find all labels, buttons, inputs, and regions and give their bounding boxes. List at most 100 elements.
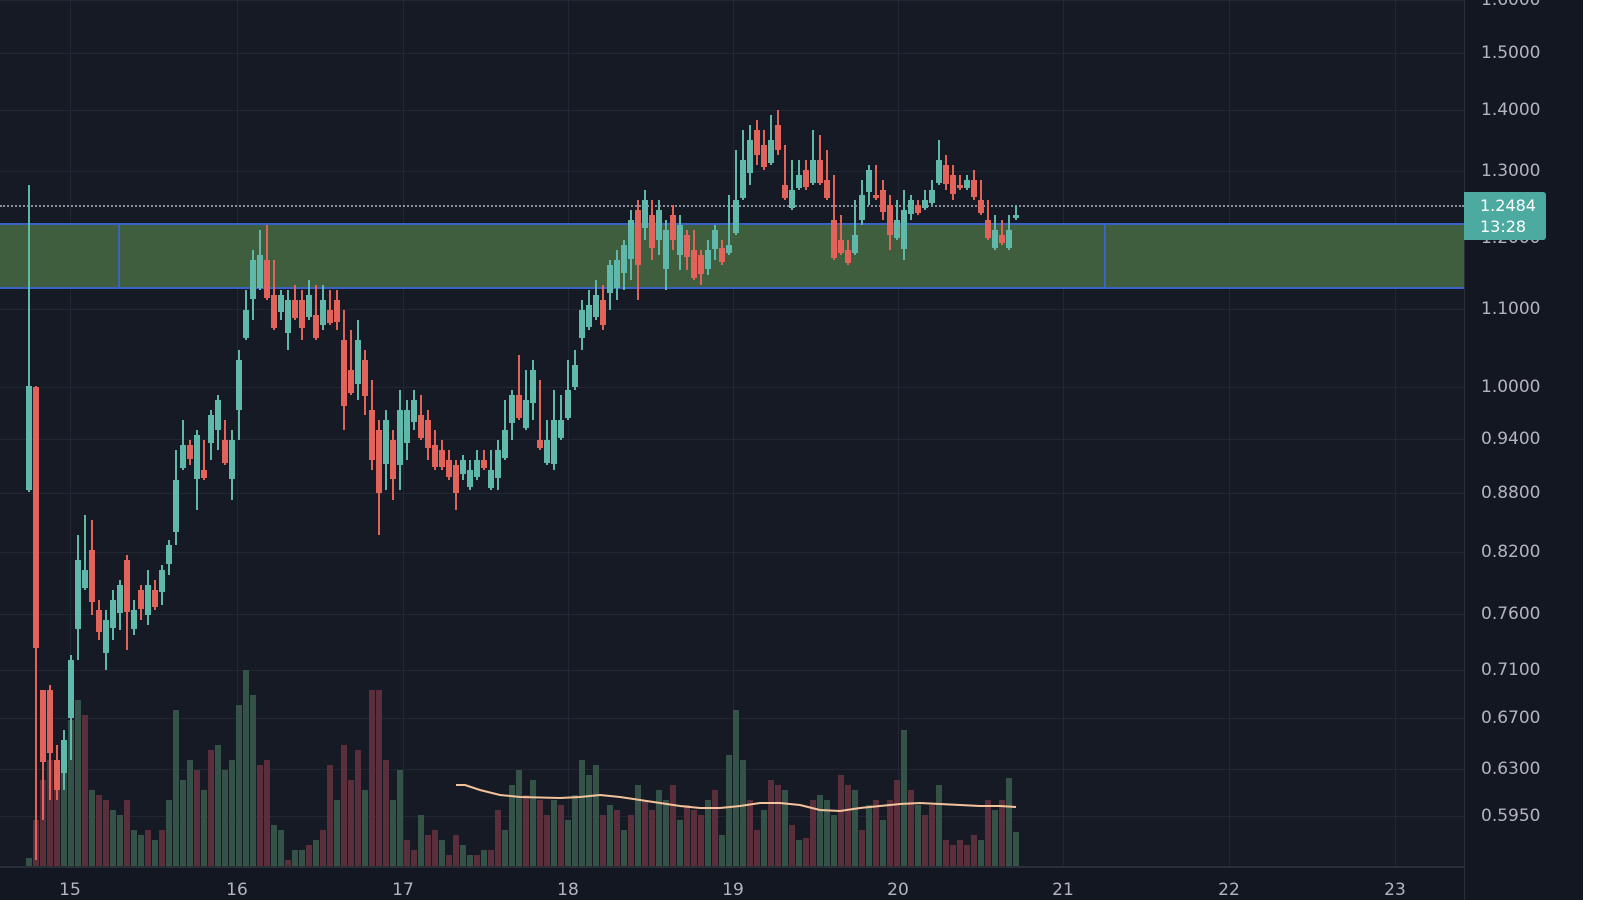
time-axis[interactable]: 15 16 17 18 19 20 21 22 23: [0, 866, 1464, 900]
price-tick-label: 0.6300: [1481, 759, 1541, 779]
volume-bar: [320, 830, 326, 866]
vertical-gridline: [1229, 0, 1230, 866]
volume-bar: [257, 765, 263, 866]
volume-bar: [887, 800, 893, 866]
candle-body: [600, 300, 606, 325]
candle-body: [54, 760, 60, 790]
price-tick-label: 1.4000: [1481, 100, 1541, 120]
volume-bar: [264, 760, 270, 866]
volume-bar: [810, 800, 816, 866]
volume-bar: [873, 800, 879, 866]
price-tick-label: 1.0000: [1481, 377, 1541, 397]
price-axis[interactable]: 1.60001.50001.40001.30001.20001.10001.00…: [1464, 0, 1583, 900]
candle-body: [145, 585, 151, 615]
candle-body: [782, 185, 788, 198]
zone-divider-line: [1104, 223, 1106, 289]
volume-bar: [173, 710, 179, 866]
candle-wick: [840, 215, 842, 255]
candle-wick: [1015, 205, 1017, 220]
candle-body: [341, 340, 347, 406]
volume-bar: [761, 810, 767, 866]
last-price-badge: 1.2484 13:28: [1464, 192, 1546, 240]
volume-bar: [159, 830, 165, 866]
volume-bar: [894, 780, 900, 866]
candle-body: [327, 310, 333, 323]
price-tick-label: 0.6700: [1481, 708, 1541, 728]
volume-bar: [117, 815, 123, 866]
volume-bar: [586, 775, 592, 866]
volume-bar: [600, 815, 606, 866]
candle-body: [250, 260, 256, 299]
candle-body: [229, 440, 235, 479]
support-resistance-zone[interactable]: [0, 223, 1464, 289]
price-tick-label: 0.8800: [1481, 483, 1541, 503]
volume-bar: [124, 800, 130, 866]
candle-body: [677, 225, 683, 255]
volume-bar: [131, 830, 137, 866]
volume-bar: [187, 760, 193, 866]
candle-body: [873, 195, 879, 198]
price-pane[interactable]: [0, 0, 1464, 866]
horizontal-gridline: [0, 53, 1464, 54]
volume-bar: [278, 830, 284, 866]
candle-body: [733, 200, 739, 233]
volume-bar: [439, 840, 445, 866]
candle-body: [313, 315, 319, 338]
candle-body: [761, 145, 767, 167]
candle-body: [425, 420, 431, 448]
volume-bar: [754, 830, 760, 866]
candle-wick: [28, 185, 30, 492]
volume-bar: [1006, 778, 1012, 866]
candle-body: [516, 395, 522, 418]
volume-bar: [957, 840, 963, 866]
candle-wick: [833, 175, 835, 260]
candle-body: [831, 220, 837, 258]
candle-body: [509, 395, 515, 423]
horizontal-gridline: [0, 670, 1464, 671]
volume-bar: [642, 800, 648, 866]
candle-body: [544, 440, 550, 463]
candle-body: [75, 560, 81, 629]
volume-bar: [831, 815, 837, 866]
candle-body: [215, 400, 221, 430]
horizontal-gridline: [0, 309, 1464, 310]
volume-bar: [908, 790, 914, 866]
candle-body: [208, 415, 214, 443]
candle-body: [264, 260, 270, 298]
vertical-gridline: [70, 0, 71, 866]
time-tick-label: 18: [557, 880, 579, 900]
candle-body: [768, 140, 774, 163]
candle-body: [915, 205, 921, 213]
candle-body: [971, 180, 977, 197]
candle-body: [138, 590, 144, 609]
volume-bar: [845, 785, 851, 866]
candle-body: [985, 220, 991, 238]
volume-bar: [138, 835, 144, 866]
volume-bar: [691, 810, 697, 866]
volume-bar: [782, 790, 788, 866]
candle-body: [33, 387, 39, 648]
candle-body: [180, 445, 186, 468]
candle-body: [411, 400, 417, 422]
volume-bar: [54, 790, 60, 866]
candle-body: [866, 170, 872, 192]
volume-bar: [901, 730, 907, 866]
candle-body: [621, 245, 627, 273]
candle-body: [369, 410, 375, 460]
candle-body: [964, 180, 970, 188]
candle-wick: [854, 200, 856, 255]
volume-bar: [152, 840, 158, 866]
volume-bar: [537, 800, 543, 866]
volume-bar: [565, 820, 571, 866]
volume-bar: [621, 830, 627, 866]
candle-body: [355, 340, 361, 384]
candle-body: [929, 190, 935, 203]
volume-bar: [789, 825, 795, 866]
volume-bar: [943, 840, 949, 866]
candle-body: [656, 210, 662, 240]
time-tick-label: 20: [887, 880, 909, 900]
price-tick-label: 0.7100: [1481, 660, 1541, 680]
candle-wick: [560, 395, 562, 440]
candle-body: [796, 175, 802, 188]
